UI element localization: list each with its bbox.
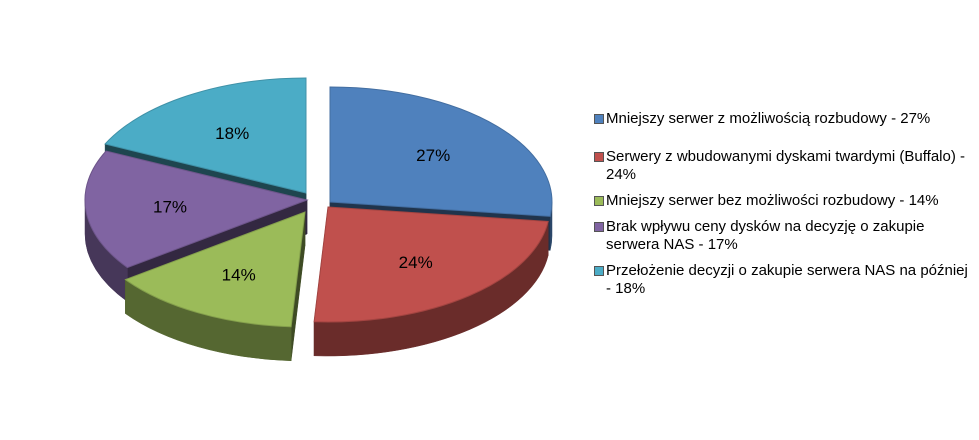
slice-2 [124,211,306,328]
legend-item-3: Brak wpływu ceny dysków na decyzję o zak… [594,218,974,254]
legend-swatch-3 [594,222,604,232]
legend-item-2: Mniejszy serwer bez możliwości rozbudowy… [594,192,974,210]
legend-label-0: Mniejszy serwer z możliwością rozbudowy … [606,110,931,127]
slice-0 [329,86,553,217]
data-label-4: 18% [215,124,249,143]
legend-swatch-1 [594,152,604,162]
legend-item-4: Przełożenie decyzji o zakupie serwera NA… [594,262,974,298]
legend-label-4: Przełożenie decyzji o zakupie serwera NA… [606,262,968,297]
data-label-2: 14% [222,266,256,285]
legend: Mniejszy serwer z możliwością rozbudowy … [594,110,974,306]
legend-swatch-4 [594,266,604,276]
legend-swatch-0 [594,114,604,124]
slice-tops [84,77,553,328]
legend-label-1: Serwery z wbudowanymi dyskami twardymi (… [606,148,965,183]
legend-label-3: Brak wpływu ceny dysków na decyzję o zak… [606,218,925,253]
legend-item-1: Serwery z wbudowanymi dyskami twardymi (… [594,148,974,184]
legend-swatch-2 [594,196,604,206]
slice-3 [84,150,309,269]
data-label-0: 27% [416,146,450,165]
data-label-3: 17% [153,198,187,217]
legend-label-2: Mniejszy serwer bez możliwości rozbudowy… [606,192,939,209]
data-label-1: 24% [399,253,433,272]
slice-1 [313,206,549,323]
data-labels: 27% 24% 14% 17% 18% [153,124,450,285]
slice-4 [104,77,307,194]
legend-item-0: Mniejszy serwer z możliwością rozbudowy … [594,110,974,128]
